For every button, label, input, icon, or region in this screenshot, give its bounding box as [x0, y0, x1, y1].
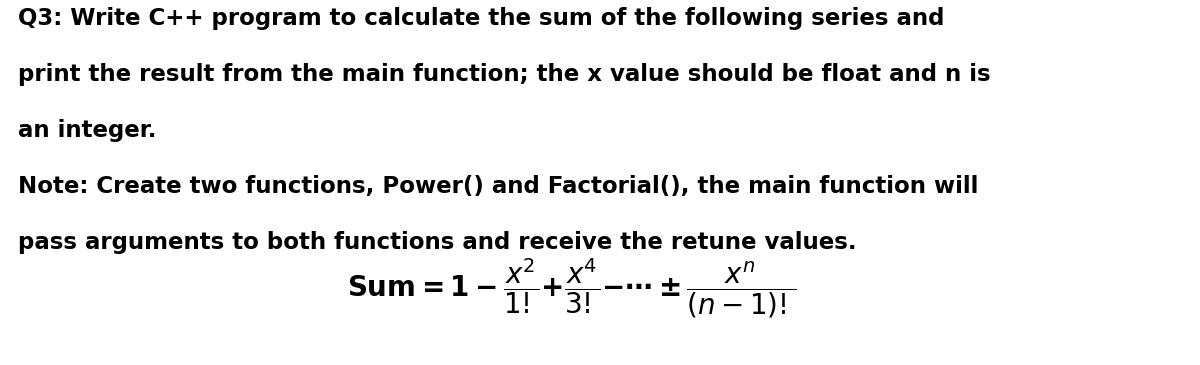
Text: $\mathbf{Sum = 1-}\dfrac{\mathit{x}^2}{1!}\mathbf{+}\dfrac{\mathit{x}^4}{3!}\mat: $\mathbf{Sum = 1-}\dfrac{\mathit{x}^2}{1… [347, 257, 797, 320]
Text: print the result from the main function; the x value should be float and n is: print the result from the main function;… [18, 63, 991, 86]
Text: Note: Create two functions, Power() and Factorial(), the main function will: Note: Create two functions, Power() and … [18, 175, 979, 198]
Text: pass arguments to both functions and receive the retune values.: pass arguments to both functions and rec… [18, 231, 857, 254]
Text: Q3: Write C++ program to calculate the sum of the following series and: Q3: Write C++ program to calculate the s… [18, 7, 944, 30]
Text: an integer.: an integer. [18, 119, 157, 142]
